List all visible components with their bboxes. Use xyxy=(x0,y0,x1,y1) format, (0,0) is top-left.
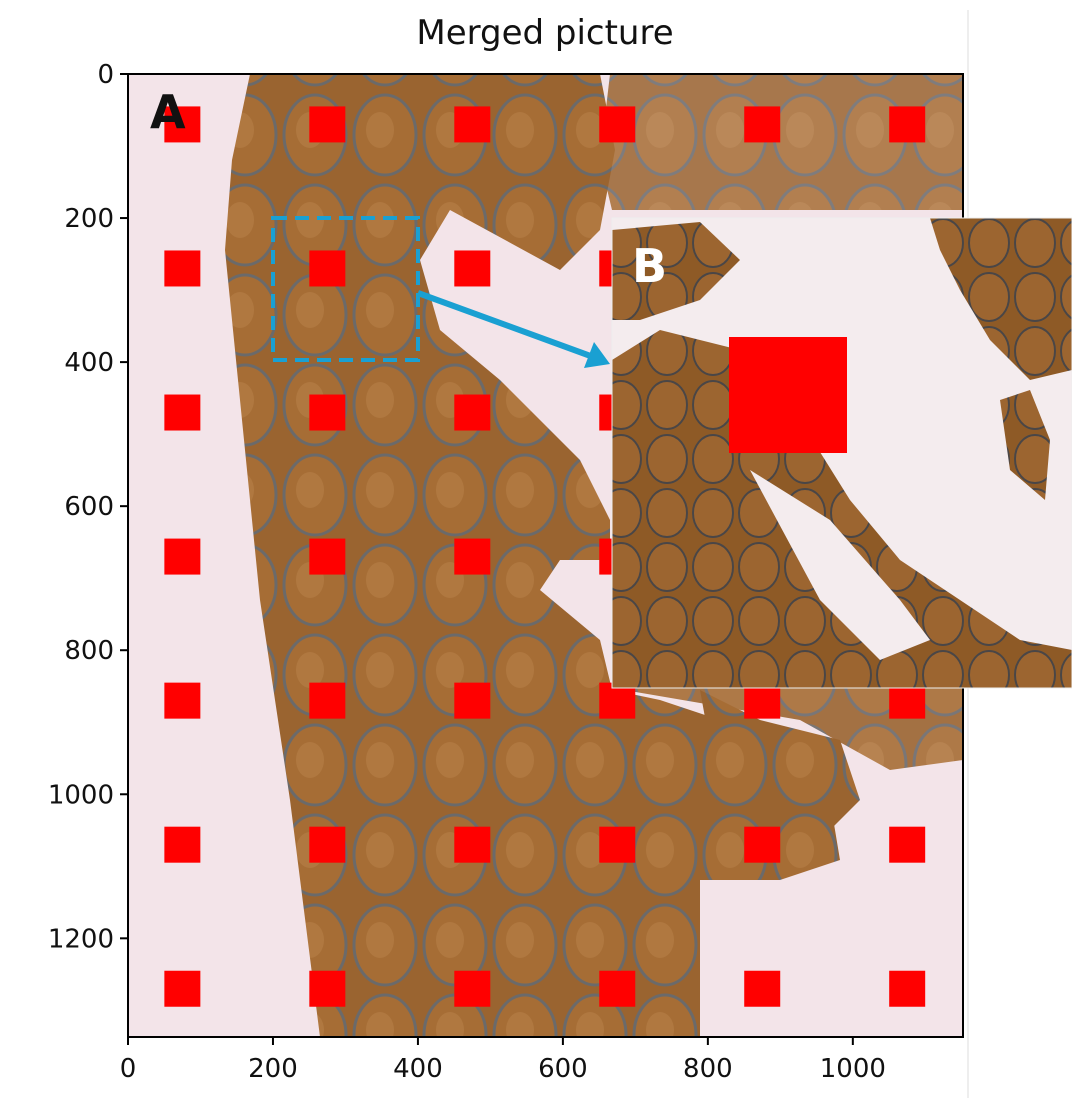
marker xyxy=(599,106,635,142)
marker xyxy=(164,827,200,863)
inset xyxy=(612,218,1072,688)
marker xyxy=(309,539,345,575)
marker xyxy=(309,250,345,286)
marker xyxy=(454,250,490,286)
x-tick-label: 800 xyxy=(683,1054,733,1084)
marker xyxy=(309,683,345,719)
chart: Merged picture A B 0 200 400 600 800 1000 0 200… xyxy=(0,0,1072,1098)
marker xyxy=(454,539,490,575)
marker xyxy=(744,106,780,142)
x-tick-label: 1000 xyxy=(820,1054,886,1084)
marker xyxy=(454,683,490,719)
marker xyxy=(164,971,200,1007)
y-tick-label: 400 xyxy=(64,348,114,378)
marker xyxy=(889,971,925,1007)
marker xyxy=(454,827,490,863)
marker xyxy=(309,106,345,142)
marker xyxy=(599,971,635,1007)
y-tick-label: 1000 xyxy=(48,780,114,810)
marker xyxy=(164,250,200,286)
x-tick-label: 400 xyxy=(393,1054,443,1084)
marker xyxy=(454,971,490,1007)
marker xyxy=(889,106,925,142)
marker xyxy=(309,827,345,863)
marker xyxy=(454,106,490,142)
marker xyxy=(164,395,200,431)
x-tick-label: 0 xyxy=(120,1054,137,1084)
marker xyxy=(454,395,490,431)
y-tick-label: 1200 xyxy=(48,924,114,954)
x-tick-label: 600 xyxy=(538,1054,588,1084)
panel-label: A xyxy=(150,85,186,139)
panel-label: B xyxy=(632,239,667,293)
x-tick-label: 200 xyxy=(248,1054,298,1084)
marker xyxy=(164,683,200,719)
marker xyxy=(309,395,345,431)
marker xyxy=(164,539,200,575)
y-tick-label: 200 xyxy=(64,204,114,234)
marker xyxy=(744,971,780,1007)
y-tick-label: 800 xyxy=(64,636,114,666)
marker xyxy=(889,827,925,863)
chart-title: Merged picture xyxy=(416,13,673,53)
marker xyxy=(744,827,780,863)
marker xyxy=(599,827,635,863)
y-tick-label: 600 xyxy=(64,492,114,522)
y-tick-label: 0 xyxy=(97,60,114,90)
marker xyxy=(309,971,345,1007)
